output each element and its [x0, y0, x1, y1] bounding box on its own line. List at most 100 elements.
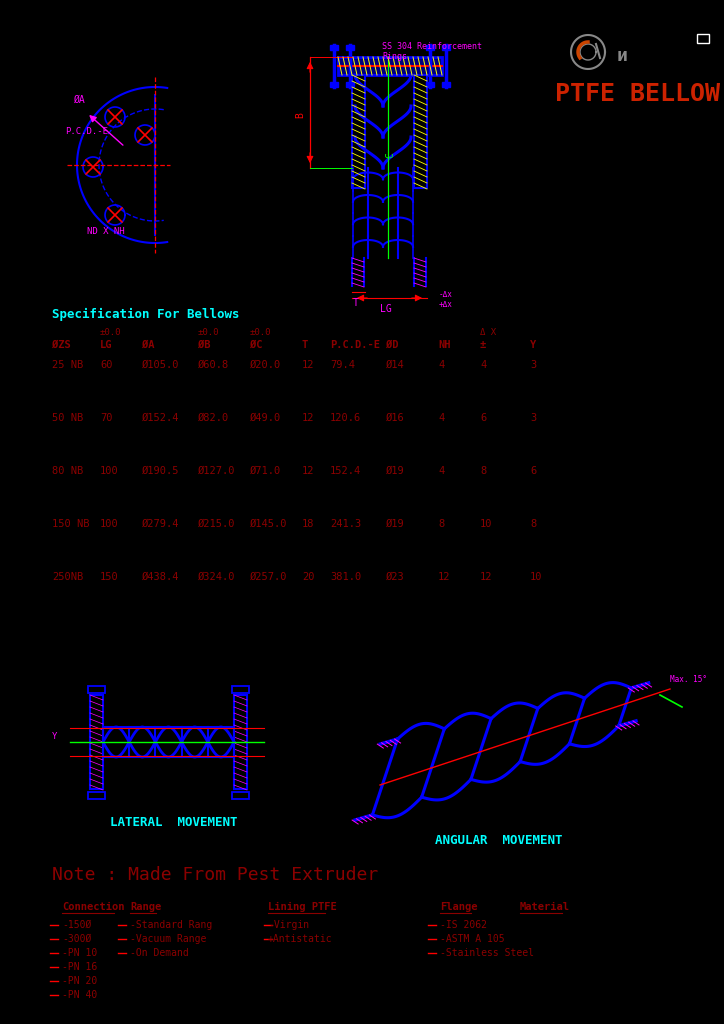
Text: +Δx: +Δx	[439, 300, 453, 309]
Text: Ø324.0: Ø324.0	[198, 572, 235, 582]
Text: 120.6: 120.6	[330, 413, 361, 423]
Text: P.C.D.-E: P.C.D.-E	[330, 340, 380, 350]
Text: -Virgin: -Virgin	[268, 920, 309, 930]
Text: 79.4: 79.4	[330, 360, 355, 370]
Text: 6: 6	[480, 413, 487, 423]
Text: 25 NB: 25 NB	[52, 360, 83, 370]
Text: PTFE BELLOW: PTFE BELLOW	[555, 82, 720, 106]
Text: 4: 4	[438, 466, 445, 476]
Text: 8: 8	[530, 519, 536, 529]
Text: 10: 10	[530, 572, 542, 582]
Text: Ø19: Ø19	[386, 466, 405, 476]
Text: 50 NB: 50 NB	[52, 413, 83, 423]
Text: LG: LG	[100, 340, 112, 350]
Bar	[234, 695, 247, 790]
Bar	[232, 792, 249, 799]
Bar	[88, 686, 105, 693]
Text: Ø105.0: Ø105.0	[142, 360, 180, 370]
Bar	[352, 75, 365, 188]
Text: 250NB: 250NB	[52, 572, 83, 582]
Text: 10: 10	[480, 519, 492, 529]
Text: -ASTM A 105: -ASTM A 105	[440, 934, 505, 944]
Text: Ø49.0: Ø49.0	[250, 413, 281, 423]
Text: -IS 2062: -IS 2062	[440, 920, 487, 930]
Text: 12: 12	[438, 572, 450, 582]
Text: 18: 18	[302, 519, 314, 529]
Text: T: T	[302, 340, 308, 350]
Text: 4: 4	[480, 360, 487, 370]
Text: 8: 8	[480, 466, 487, 476]
Bar	[346, 45, 354, 50]
Text: 60: 60	[100, 360, 112, 370]
Bar	[88, 792, 105, 799]
Bar	[442, 45, 450, 50]
Bar	[426, 45, 434, 50]
Text: ØC: ØC	[250, 340, 263, 350]
Text: Note : Made From Pest Extruder: Note : Made From Pest Extruder	[52, 866, 378, 884]
Text: NH: NH	[438, 340, 450, 350]
Text: ±: ±	[480, 340, 487, 350]
Text: Ø82.0: Ø82.0	[198, 413, 230, 423]
Bar	[330, 45, 338, 50]
Text: Y: Y	[530, 340, 536, 350]
Text: 150: 150	[100, 572, 119, 582]
Text: 12: 12	[302, 413, 314, 423]
Text: ANGULAR  MOVEMENT: ANGULAR MOVEMENT	[435, 834, 563, 847]
Text: 152.4: 152.4	[330, 466, 361, 476]
Text: ØA: ØA	[73, 95, 85, 105]
Text: Flange: Flange	[440, 902, 478, 912]
Text: и: и	[617, 47, 628, 65]
Text: 70: 70	[100, 413, 112, 423]
Text: SS 304 Reinforcement
Rings: SS 304 Reinforcement Rings	[382, 42, 482, 61]
Text: 3: 3	[530, 413, 536, 423]
Text: ØD: ØD	[386, 340, 398, 350]
Text: T: T	[353, 298, 359, 308]
Text: Range: Range	[130, 902, 161, 912]
Text: 100: 100	[100, 519, 119, 529]
Text: Ø14: Ø14	[386, 360, 405, 370]
Text: Ø279.4: Ø279.4	[142, 519, 180, 529]
Text: 6: 6	[530, 466, 536, 476]
Text: -PN 16: -PN 16	[62, 962, 97, 972]
Text: 20: 20	[302, 572, 314, 582]
Text: -Δx: -Δx	[439, 290, 453, 299]
Text: P.C.D.-E: P.C.D.-E	[65, 127, 108, 136]
Text: ØB: ØB	[198, 340, 211, 350]
Text: Ø438.4: Ø438.4	[142, 572, 180, 582]
Bar	[232, 686, 249, 693]
Text: -On Demand: -On Demand	[130, 948, 189, 958]
Text: -PN 20: -PN 20	[62, 976, 97, 986]
Text: 12: 12	[480, 572, 492, 582]
Text: Ø127.0: Ø127.0	[198, 466, 235, 476]
Text: ±0.0: ±0.0	[100, 328, 122, 337]
Text: 4: 4	[438, 413, 445, 423]
Text: Ø20.0: Ø20.0	[250, 360, 281, 370]
Bar	[90, 695, 103, 790]
Text: -150Ø: -150Ø	[62, 920, 91, 930]
Text: 8: 8	[438, 519, 445, 529]
Text: Δ X: Δ X	[480, 328, 496, 337]
Text: Ø190.5: Ø190.5	[142, 466, 180, 476]
Text: 100: 100	[100, 466, 119, 476]
Text: 4: 4	[438, 360, 445, 370]
Text: Ø23: Ø23	[386, 572, 405, 582]
Text: 12: 12	[302, 466, 314, 476]
Text: C: C	[385, 152, 395, 158]
Text: ØA: ØA	[142, 340, 154, 350]
Text: -300Ø: -300Ø	[62, 934, 91, 944]
Bar	[426, 82, 434, 87]
Text: Specification For Bellows: Specification For Bellows	[52, 308, 240, 322]
Text: Connection: Connection	[62, 902, 125, 912]
Text: Ø257.0: Ø257.0	[250, 572, 287, 582]
Text: ØZS: ØZS	[52, 340, 71, 350]
Text: Ø60.8: Ø60.8	[198, 360, 230, 370]
Text: 150 NB: 150 NB	[52, 519, 90, 529]
Text: Ø152.4: Ø152.4	[142, 413, 180, 423]
Text: -Vacuum Range: -Vacuum Range	[130, 934, 206, 944]
Bar	[697, 34, 709, 43]
Text: B: B	[295, 112, 305, 118]
Text: ND X NH: ND X NH	[87, 227, 125, 236]
Text: Material: Material	[520, 902, 570, 912]
Text: LATERAL  MOVEMENT: LATERAL MOVEMENT	[110, 816, 237, 829]
Text: Ø16: Ø16	[386, 413, 405, 423]
